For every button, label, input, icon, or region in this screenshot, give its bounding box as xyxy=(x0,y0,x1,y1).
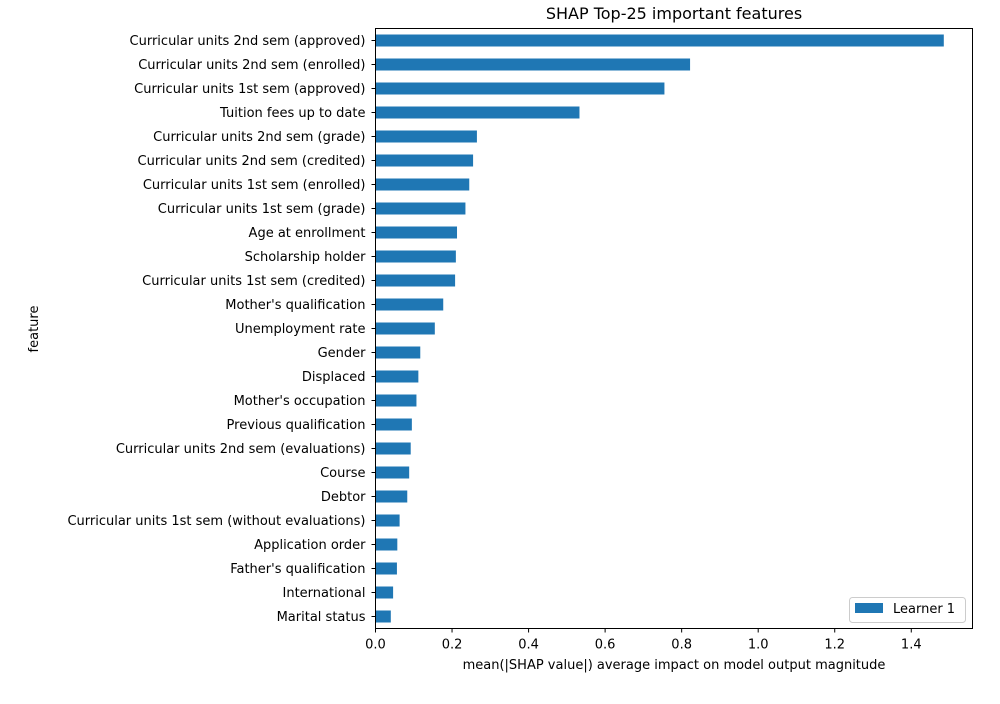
y-tick-label: Course xyxy=(320,466,365,481)
bar xyxy=(375,586,394,599)
bar xyxy=(375,226,458,239)
y-tick-label: Tuition fees up to date xyxy=(219,106,365,121)
y-tick-label: Gender xyxy=(318,346,367,361)
y-tick-label: Marital status xyxy=(277,610,366,625)
bar xyxy=(375,274,456,287)
bar xyxy=(375,298,444,311)
legend: Learner 1 xyxy=(849,597,966,623)
y-tick-label: Father's qualification xyxy=(230,562,365,577)
x-tick-label: 0.2 xyxy=(442,638,463,653)
x-tick-label: 0.6 xyxy=(595,638,616,653)
bar xyxy=(375,178,470,191)
y-tick-label: Mother's occupation xyxy=(234,394,366,409)
y-tick-label: Debtor xyxy=(321,490,366,505)
plot-area-frame xyxy=(375,28,973,629)
bar xyxy=(375,370,419,383)
y-tick-label: Curricular units 1st sem (credited) xyxy=(142,274,365,289)
y-tick-label: Unemployment rate xyxy=(235,322,365,337)
y-tick-label: Curricular units 2nd sem (approved) xyxy=(130,34,366,49)
y-tick-label: Curricular units 2nd sem (credited) xyxy=(138,154,366,169)
x-tick-label: 0.4 xyxy=(518,638,539,653)
legend-swatch xyxy=(855,603,883,613)
x-tick-label: 0.8 xyxy=(671,638,692,653)
x-tick-label: 0.0 xyxy=(365,638,386,653)
bar xyxy=(375,346,421,359)
bars-group xyxy=(375,34,944,623)
y-tick-labels: Curricular units 2nd sem (approved) Curri… xyxy=(67,34,376,625)
y-tick-label: Scholarship holder xyxy=(245,250,367,265)
y-tick-label: Curricular units 1st sem (enrolled) xyxy=(143,178,366,193)
y-tick-label: Curricular units 2nd sem (enrolled) xyxy=(138,58,365,73)
y-tick-label: International xyxy=(283,586,366,601)
bar xyxy=(375,418,412,431)
chart-title: SHAP Top-25 important features xyxy=(546,4,802,23)
y-tick-label: Curricular units 1st sem (grade) xyxy=(158,202,366,217)
y-tick-label: Application order xyxy=(254,538,366,553)
bar xyxy=(375,154,474,167)
x-tick-label: 1.2 xyxy=(824,638,845,653)
bar xyxy=(375,514,400,527)
bar xyxy=(375,562,397,575)
y-tick-label: Mother's qualification xyxy=(225,298,365,313)
y-tick-label: Curricular units 2nd sem (grade) xyxy=(153,130,365,145)
y-tick-label: Displaced xyxy=(302,370,366,385)
x-tick-label: 1.4 xyxy=(901,638,922,653)
x-tick-label: 1.0 xyxy=(748,638,769,653)
bar xyxy=(375,202,466,215)
x-tick-labels: 0.0 0.2 0.4 0.6 0.8 1.0 1.2 1.4 xyxy=(365,628,922,653)
bar xyxy=(375,130,477,143)
bar xyxy=(375,82,665,95)
y-tick-label: Curricular units 1st sem (without evalua… xyxy=(67,514,365,529)
bar xyxy=(375,490,408,503)
y-tick-label: Age at enrollment xyxy=(249,226,366,241)
bar xyxy=(375,250,456,263)
bar xyxy=(375,394,417,407)
bar xyxy=(375,442,411,455)
bar xyxy=(375,34,944,47)
bar xyxy=(375,106,580,119)
y-axis-label: feature xyxy=(27,306,42,353)
bar xyxy=(375,610,391,623)
bar xyxy=(375,58,691,71)
y-tick-label: Curricular units 2nd sem (evaluations) xyxy=(116,442,366,457)
bar xyxy=(375,466,410,479)
bar xyxy=(375,322,435,335)
y-tick-label: Previous qualification xyxy=(227,418,366,433)
y-tick-label: Curricular units 1st sem (approved) xyxy=(134,82,365,97)
x-axis-label: mean(|SHAP value|) average impact on mod… xyxy=(463,658,886,673)
legend-label: Learner 1 xyxy=(893,602,955,617)
bar xyxy=(375,538,398,551)
